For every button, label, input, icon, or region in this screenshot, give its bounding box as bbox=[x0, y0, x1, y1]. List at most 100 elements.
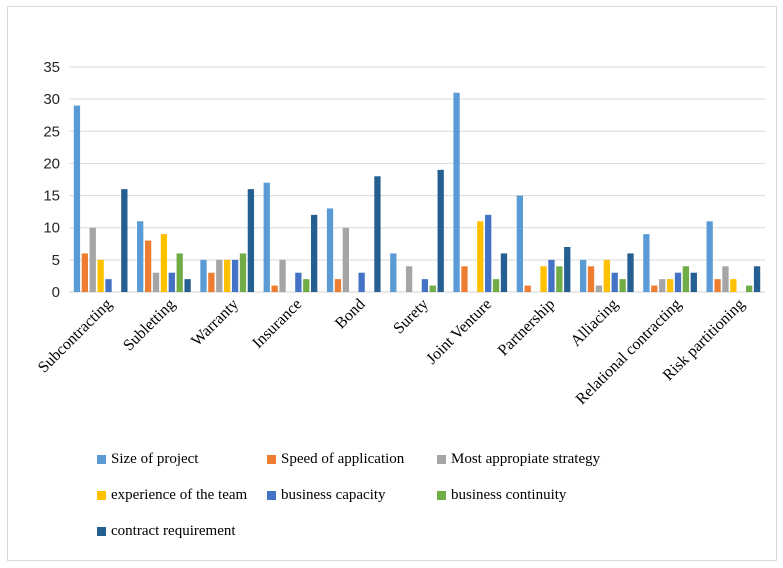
bar-contract-requirement-joint-venture bbox=[500, 253, 508, 292]
bar-business-capacity-partnership bbox=[548, 259, 555, 292]
y-axis-ticks: 0 5 10 15 20 25 30 35 bbox=[43, 59, 60, 301]
x-tick-label: Subletting bbox=[120, 296, 179, 355]
legend-item: business capacity bbox=[267, 484, 437, 506]
x-tick-label: Partnership bbox=[495, 296, 559, 360]
bar-contract-requirement-warranty bbox=[247, 189, 255, 292]
bar-most-appropiate-strategy-risk-partitioning bbox=[722, 266, 729, 292]
bar-contract-requirement-surety bbox=[437, 169, 444, 292]
bars bbox=[73, 92, 761, 292]
bar-experience-of-the-team-relational-contracting bbox=[666, 279, 674, 292]
legend-label: contract requirement bbox=[111, 522, 236, 539]
bar-size-of-project-partnership bbox=[516, 195, 523, 292]
bar-size-of-project-risk-partitioning bbox=[706, 221, 713, 292]
x-axis-labels: Subcontracting Subletting Warranty Insuranc… bbox=[35, 296, 748, 408]
x-tick-label: Warranty bbox=[188, 296, 242, 350]
bar-most-appropiate-strategy-bond bbox=[342, 227, 349, 292]
bar-speed-of-application-insurance bbox=[271, 285, 278, 292]
legend-item: Speed of application bbox=[267, 448, 437, 470]
bar-business-continuity-alliacing bbox=[619, 279, 626, 292]
bar-business-continuity-subletting bbox=[176, 253, 183, 292]
y-tick-label: 15 bbox=[43, 188, 60, 205]
y-tick-label: 35 bbox=[43, 59, 60, 76]
bar-contract-requirement-insurance bbox=[311, 214, 318, 292]
x-tick-label: Surety bbox=[390, 296, 432, 338]
legend-swatch bbox=[267, 454, 276, 464]
bar-business-continuity-relational-contracting bbox=[682, 266, 690, 292]
bar-experience-of-the-team-warranty bbox=[224, 259, 231, 292]
y-tick-label: 0 bbox=[52, 284, 60, 301]
bar-business-capacity-insurance bbox=[295, 272, 302, 292]
x-tick-label: Bond bbox=[332, 296, 369, 333]
legend-item: Size of project bbox=[97, 448, 267, 470]
legend-label: Size of project bbox=[111, 450, 199, 467]
bar-business-continuity-joint-venture bbox=[492, 279, 500, 292]
legend-swatch bbox=[97, 454, 106, 464]
bar-most-appropiate-strategy-relational-contracting bbox=[659, 279, 666, 292]
bar-business-continuity-partnership bbox=[556, 266, 563, 292]
y-tick-label: 5 bbox=[52, 252, 60, 269]
bar-speed-of-application-partnership bbox=[524, 285, 531, 292]
bar-business-capacity-warranty bbox=[231, 259, 239, 292]
bar-contract-requirement-alliacing bbox=[627, 253, 634, 292]
bar-most-appropiate-strategy-warranty bbox=[216, 259, 223, 292]
bar-business-continuity-warranty bbox=[239, 253, 247, 292]
bar-business-capacity-bond bbox=[358, 272, 365, 292]
bar-speed-of-application-warranty bbox=[208, 272, 215, 292]
bar-business-continuity-insurance bbox=[303, 279, 310, 292]
legend-item: experience of the team bbox=[97, 484, 267, 506]
bar-speed-of-application-bond bbox=[334, 279, 342, 292]
bar-size-of-project-subcontracting bbox=[73, 105, 81, 292]
bar-size-of-project-insurance bbox=[263, 182, 270, 292]
legend-label: business capacity bbox=[281, 486, 386, 503]
bar-most-appropiate-strategy-insurance bbox=[279, 259, 286, 292]
legend-swatch bbox=[267, 490, 276, 500]
bar-business-capacity-subletting bbox=[168, 272, 175, 292]
legend-label: experience of the team bbox=[111, 486, 248, 503]
bar-business-capacity-relational-contracting bbox=[674, 272, 682, 292]
x-tick-label: Relational contracting bbox=[573, 296, 685, 408]
bar-speed-of-application-joint-venture bbox=[461, 266, 468, 292]
x-tick-label: Alliacing bbox=[568, 296, 622, 350]
x-tick-label: Insurance bbox=[249, 296, 305, 352]
bar-contract-requirement-partnership bbox=[564, 247, 571, 292]
bar-experience-of-the-team-partnership bbox=[540, 266, 547, 292]
legend-swatch bbox=[97, 526, 106, 536]
bar-contract-requirement-subletting bbox=[184, 279, 191, 292]
bar-size-of-project-warranty bbox=[200, 259, 207, 292]
bar-speed-of-application-risk-partitioning bbox=[714, 279, 721, 292]
legend-label: Speed of application bbox=[281, 450, 405, 467]
x-tick-label: Joint Venture bbox=[423, 296, 495, 368]
bar-most-appropiate-strategy-subcontracting bbox=[89, 227, 96, 292]
bar-contract-requirement-relational-contracting bbox=[690, 272, 697, 292]
bar-business-continuity-surety bbox=[429, 285, 436, 292]
bar-most-appropiate-strategy-alliacing bbox=[595, 285, 603, 292]
bar-speed-of-application-alliacing bbox=[587, 266, 595, 292]
bar-contract-requirement-subcontracting bbox=[121, 189, 128, 292]
legend-item: business continuity bbox=[437, 484, 657, 506]
bar-experience-of-the-team-risk-partitioning bbox=[730, 279, 737, 292]
bar-experience-of-the-team-subletting bbox=[160, 234, 168, 292]
bar-business-capacity-surety bbox=[421, 279, 429, 292]
legend: Size of project Speed of application Most … bbox=[97, 448, 737, 542]
legend-swatch bbox=[437, 454, 446, 464]
bar-contract-requirement-bond bbox=[374, 176, 381, 292]
bar-size-of-project-surety bbox=[390, 253, 397, 292]
y-tick-label: 25 bbox=[43, 123, 60, 140]
bar-experience-of-the-team-joint-venture bbox=[477, 221, 484, 292]
legend-item: Most appropiate strategy bbox=[437, 448, 657, 470]
bar-business-capacity-alliacing bbox=[611, 272, 618, 292]
bar-business-capacity-subcontracting bbox=[105, 279, 112, 292]
bar-size-of-project-bond bbox=[326, 208, 334, 292]
bar-most-appropiate-strategy-surety bbox=[405, 266, 413, 292]
bar-size-of-project-subletting bbox=[137, 221, 144, 292]
bar-business-continuity-risk-partitioning bbox=[746, 285, 753, 292]
bar-chart: 0 5 10 15 20 25 30 35 Subcontracting Subletting W… bbox=[35, 59, 765, 408]
bar-size-of-project-joint-venture bbox=[453, 92, 460, 292]
bar-business-capacity-joint-venture bbox=[485, 214, 492, 292]
gridlines bbox=[69, 66, 765, 293]
bar-speed-of-application-subcontracting bbox=[81, 253, 88, 292]
bar-experience-of-the-team-subcontracting bbox=[97, 259, 104, 292]
bar-most-appropiate-strategy-subletting bbox=[152, 272, 160, 292]
legend-swatch bbox=[97, 490, 106, 500]
y-tick-label: 10 bbox=[43, 220, 60, 237]
